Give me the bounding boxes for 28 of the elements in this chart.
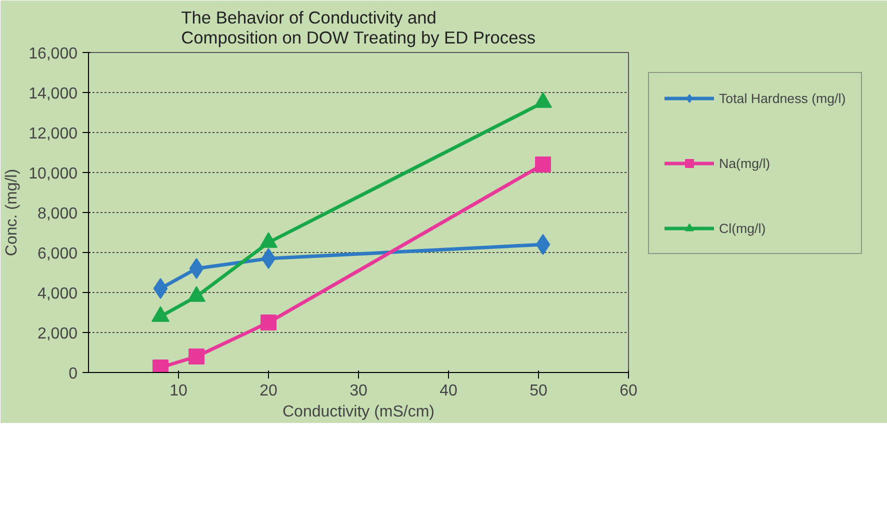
y-tick-label: 14,000 <box>28 86 78 102</box>
x-tick-label: 10 <box>170 382 188 400</box>
y-axis-title: Conc. (mg/l) <box>4 168 21 256</box>
y-tick-label: 4,000 <box>37 286 78 302</box>
point <box>189 258 204 279</box>
x-axis-title: Conductivity (mS/cm) <box>282 404 435 420</box>
legend-label: Na(mg/l) <box>719 156 772 170</box>
x-tick-label: 20 <box>260 382 278 400</box>
legend-label: Cl(mg/l) <box>719 220 767 236</box>
point <box>535 156 551 172</box>
y-tick-label: 6,000 <box>37 246 78 262</box>
y-tick-label: 8,000 <box>37 206 78 222</box>
y-tick-label: 2,000 <box>37 326 78 342</box>
point <box>261 248 276 269</box>
y-tick-label: 10,000 <box>28 166 78 182</box>
y-tick-label: 16,000 <box>28 46 78 62</box>
y-tick-label: 12,000 <box>28 126 78 142</box>
chart-title: The Behavior of Conductivity and Composition on DOW Treating by ED Process <box>181 8 536 48</box>
legend-label: Total Hardness (mg/l) <box>719 90 846 106</box>
y-tick-label: 0 <box>68 366 78 382</box>
point <box>153 278 168 299</box>
x-tick-label: 50 <box>530 382 548 400</box>
point <box>188 348 204 364</box>
x-tick-label: 30 <box>350 382 368 400</box>
x-tick-label: 60 <box>620 382 638 400</box>
point <box>536 234 550 255</box>
x-tick-label: 40 <box>440 382 458 400</box>
point <box>260 314 276 330</box>
